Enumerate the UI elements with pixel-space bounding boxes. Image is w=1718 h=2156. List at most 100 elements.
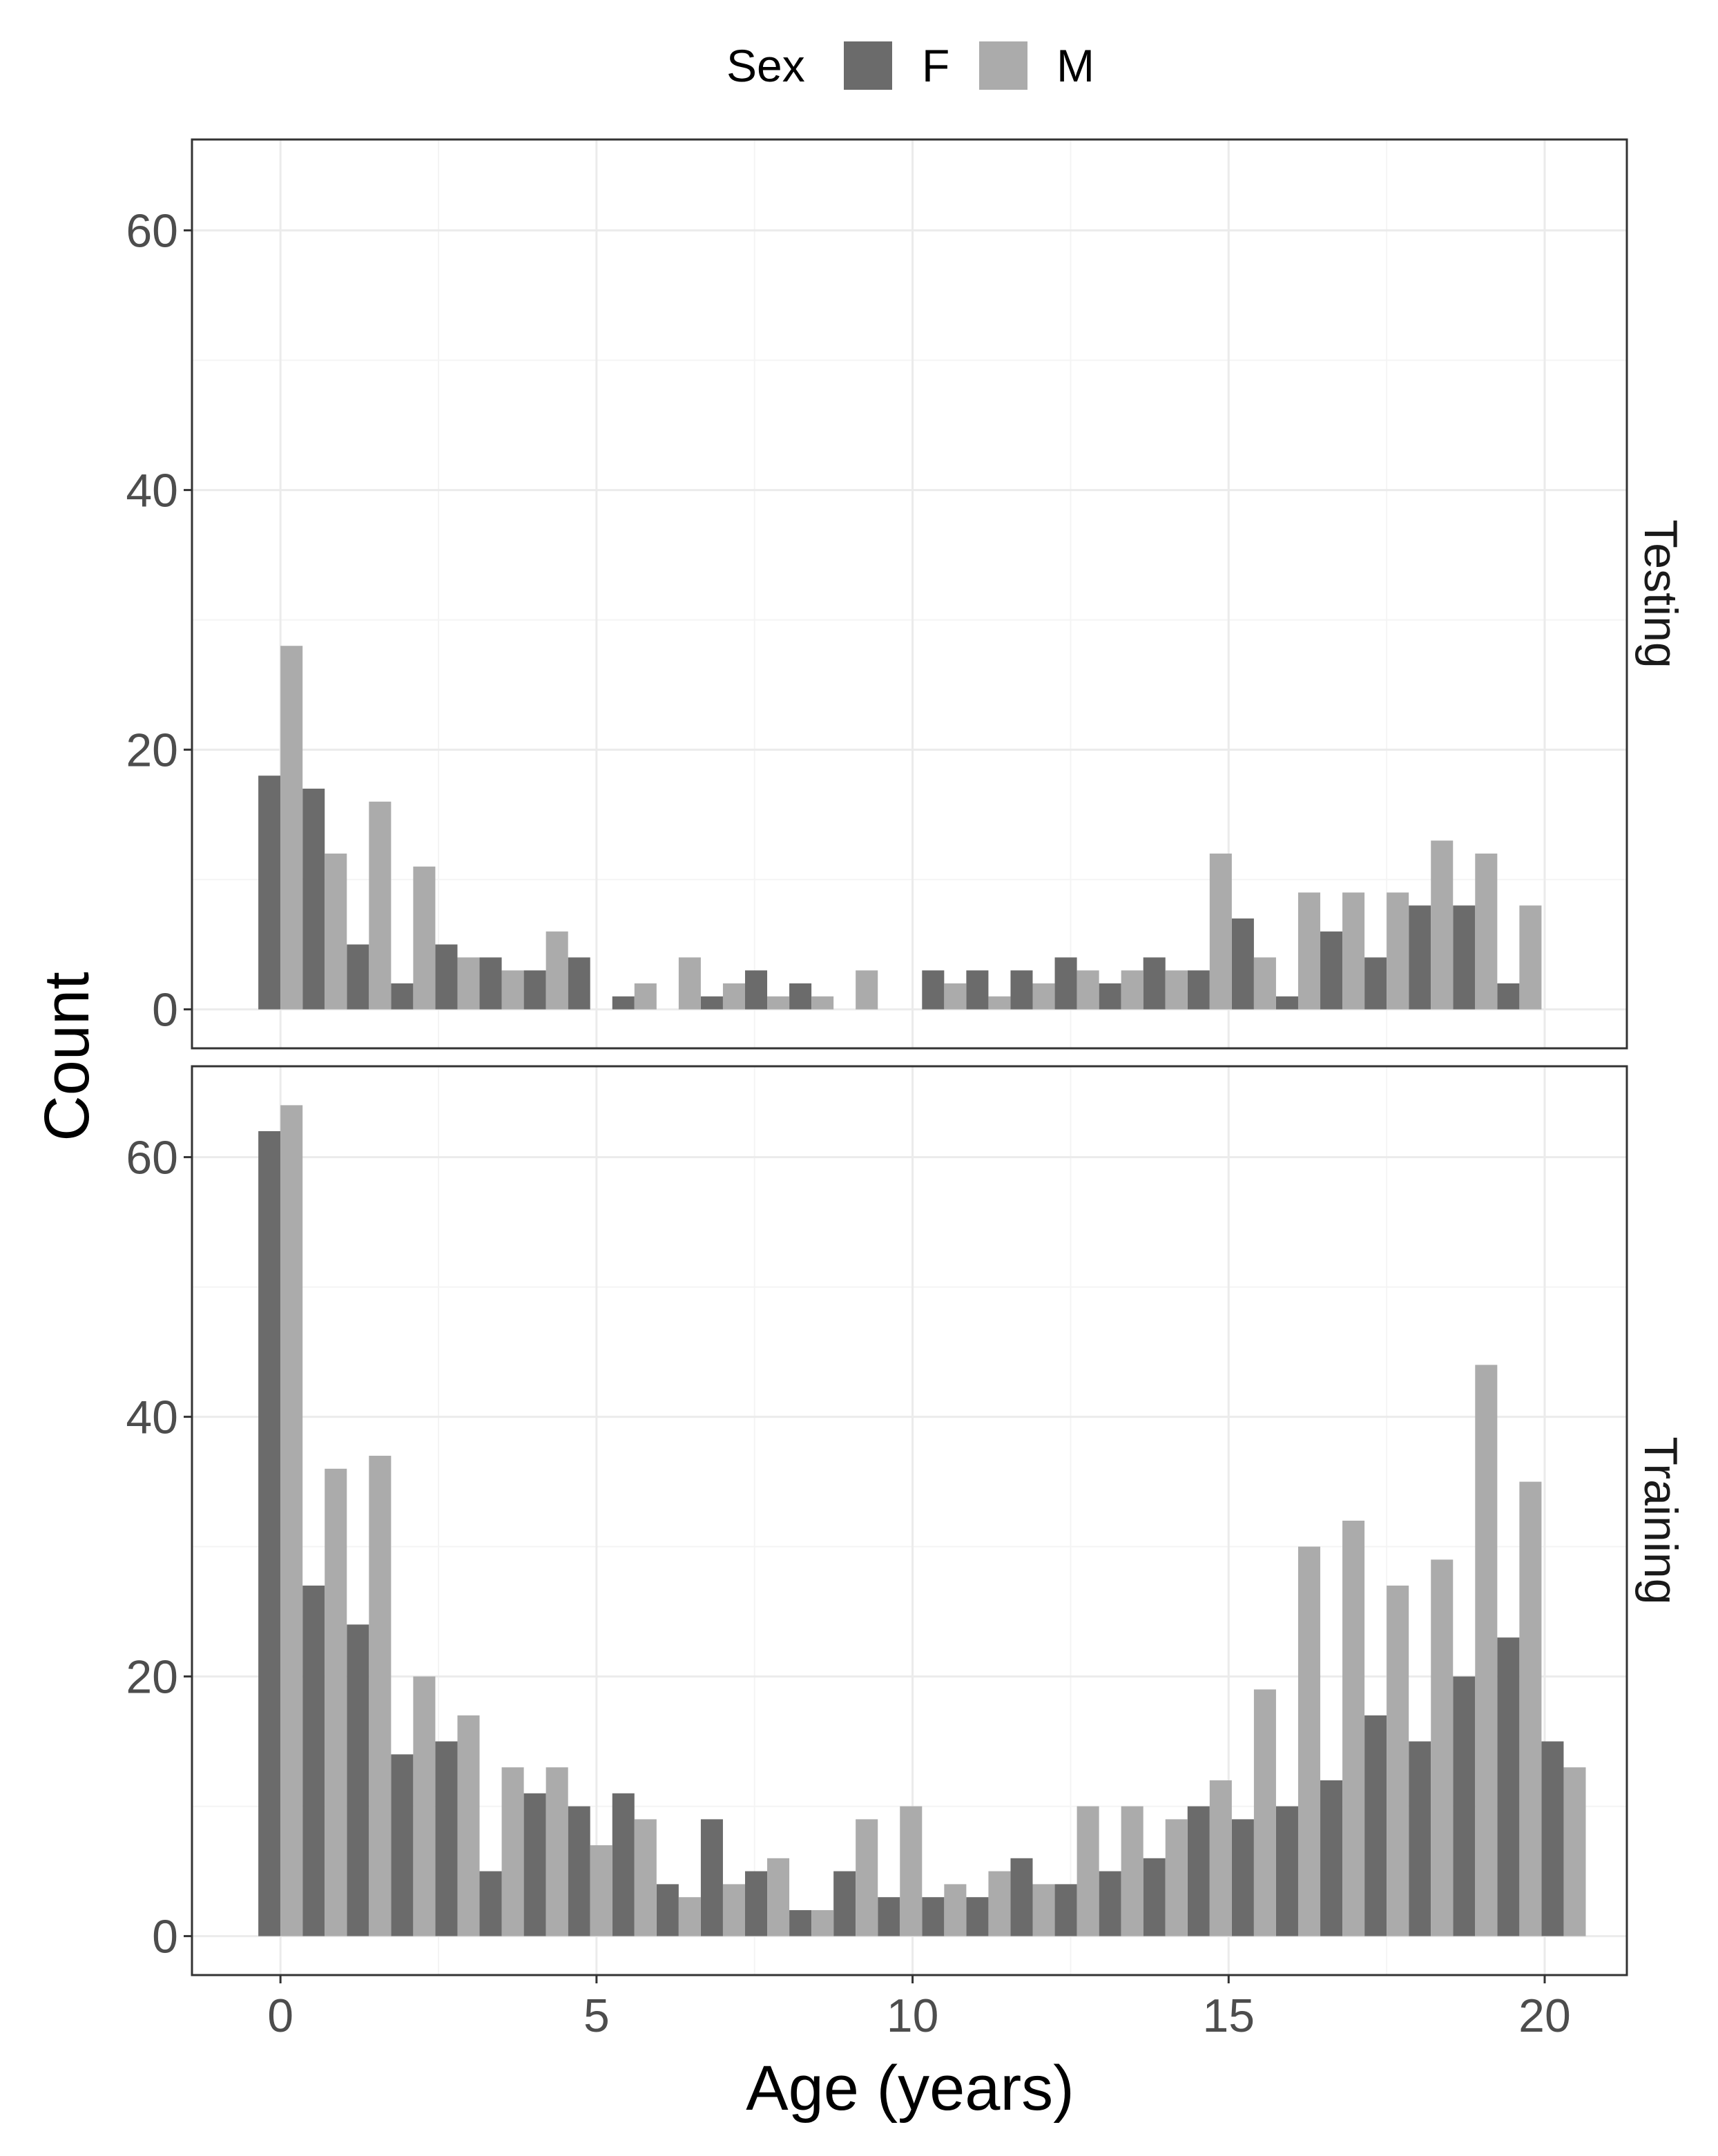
bar-training-f: [1187, 1806, 1210, 1936]
bar-testing-f: [1143, 957, 1166, 1010]
bar-training-f: [523, 1793, 546, 1936]
bar-testing-m: [1032, 983, 1055, 1010]
bar-training-f: [700, 1819, 723, 1936]
bar-training-m: [369, 1456, 392, 1936]
bar-testing-m: [413, 866, 436, 1010]
bar-testing-m: [1209, 854, 1232, 1010]
bar-testing-m: [1519, 905, 1542, 1010]
bar-training-m: [1475, 1365, 1498, 1936]
legend-key-m: [979, 41, 1027, 90]
bar-training-m: [413, 1676, 436, 1936]
bar-testing-m: [1253, 957, 1276, 1010]
bar-training-m: [546, 1767, 568, 1936]
panel-training: 0 20 40 60 Training: [126, 1065, 1687, 1976]
bar-training-m: [722, 1884, 745, 1936]
bar-training-m: [501, 1767, 524, 1936]
y-axis-title: Count: [32, 972, 102, 1142]
bar-training-m: [767, 1858, 790, 1936]
bar-testing-f: [612, 996, 635, 1010]
bar-training-m: [1209, 1780, 1232, 1936]
bar-training-f: [1054, 1884, 1077, 1936]
bar-testing-m: [856, 970, 878, 1010]
bar-testing-m: [1165, 970, 1188, 1010]
bar-training-m: [325, 1468, 347, 1936]
bar-testing-f: [1320, 931, 1343, 1010]
bar-training-m: [590, 1845, 612, 1936]
panel-border: [191, 138, 1628, 1050]
facet-label-testing: Testing: [1634, 519, 1687, 668]
bar-training-m: [634, 1819, 657, 1936]
bar-training-f: [744, 1871, 768, 1936]
bar-testing-m: [1475, 854, 1498, 1010]
bar-training-m: [1121, 1806, 1143, 1936]
bar-training-f: [1099, 1871, 1121, 1936]
bar-testing-f: [1409, 905, 1431, 1010]
y-tick-label: 20: [126, 1651, 178, 1704]
bar-testing-f: [1187, 970, 1210, 1010]
bar-testing-m: [1387, 892, 1409, 1010]
bar-training-f: [347, 1624, 369, 1936]
bar-training-m: [1431, 1559, 1454, 1936]
bar-testing-m: [369, 801, 392, 1010]
bar-training-f: [612, 1793, 635, 1936]
y-tick-label: 60: [126, 205, 178, 258]
x-tick-label: 10: [887, 1990, 939, 2042]
bar-training-f: [1409, 1741, 1431, 1936]
bar-testing-m: [546, 931, 568, 1010]
bar-training-m: [1519, 1481, 1542, 1936]
x-tick-label: 20: [1518, 1990, 1571, 2042]
x-axis: 0 5 10 15 20: [267, 1975, 1571, 2042]
bar-training-m: [678, 1897, 701, 1936]
panel-border: [191, 1065, 1628, 1976]
bar-testing-f: [479, 957, 502, 1010]
bar-testing-m: [1077, 970, 1099, 1010]
bar-training-f: [1364, 1715, 1387, 1936]
bar-testing-m: [811, 996, 834, 1010]
bar-training-f: [1143, 1858, 1166, 1936]
bar-testing-m: [280, 646, 303, 1010]
bar-training-m: [900, 1806, 923, 1936]
bar-testing-f: [1453, 905, 1476, 1010]
bar-testing-f: [523, 970, 546, 1010]
bar-testing-f: [568, 957, 590, 1010]
bar-testing-m: [1121, 970, 1143, 1010]
bar-training-f: [789, 1910, 812, 1936]
legend-key-f: [844, 41, 892, 90]
bar-training-m: [811, 1910, 834, 1936]
bar-testing-f: [1010, 970, 1033, 1010]
bar-training-m: [944, 1884, 967, 1936]
bar-testing-m: [325, 854, 347, 1010]
legend-label-f: F: [922, 40, 949, 91]
bar-testing-m: [501, 970, 524, 1010]
bar-testing-m: [1431, 840, 1454, 1010]
bar-testing-f: [700, 996, 723, 1010]
bar-testing-f: [258, 776, 281, 1010]
bar-testing-f: [789, 983, 812, 1010]
bar-training-f: [1541, 1741, 1564, 1936]
bar-training-f: [1010, 1858, 1033, 1936]
bar-testing-f: [1497, 983, 1520, 1010]
bar-training-m: [1032, 1884, 1055, 1936]
bar-training-f: [878, 1897, 900, 1936]
bar-training-f: [1497, 1637, 1520, 1936]
y-tick-label: 40: [126, 465, 178, 517]
bar-training-f: [435, 1741, 458, 1936]
x-axis-title: Age (years): [746, 2053, 1074, 2124]
bar-training-m: [280, 1105, 303, 1936]
bar-testing-f: [302, 789, 325, 1010]
bar-testing-m: [634, 983, 657, 1010]
bar-training-m: [1297, 1546, 1321, 1936]
facet-panels: 0 20 40 60 Testing 0 20 40 60 Training: [126, 138, 1687, 1976]
bar-training-m: [1253, 1689, 1276, 1936]
bar-training-f: [1453, 1676, 1476, 1936]
bar-training-m: [1077, 1806, 1099, 1936]
bar-testing-m: [457, 957, 480, 1010]
bar-testing-m: [767, 996, 790, 1010]
y-tick-label: 60: [126, 1132, 178, 1184]
bar-testing-f: [435, 944, 458, 1010]
legend-title: Sex: [726, 40, 805, 91]
bar-training-m: [988, 1871, 1011, 1936]
bar-testing-m: [1297, 892, 1321, 1010]
